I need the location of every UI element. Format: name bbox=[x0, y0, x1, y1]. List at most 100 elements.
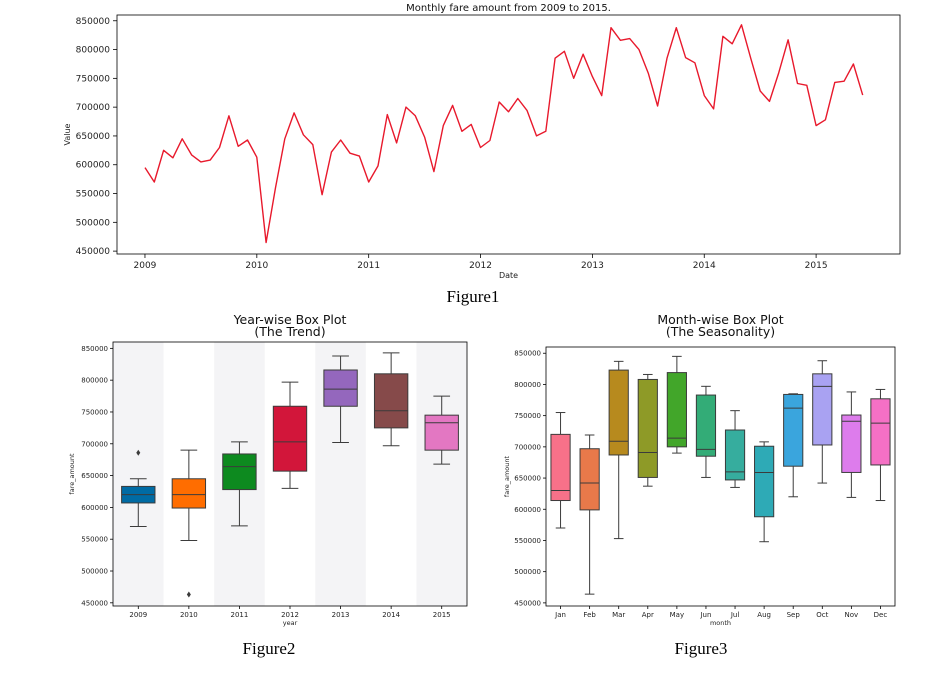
line-chart-monthly-fare: Monthly fare amount from 2009 to 2015. 45… bbox=[63, 3, 901, 306]
box-2013 bbox=[323, 355, 358, 444]
box-iqr bbox=[812, 373, 833, 446]
category-shade bbox=[113, 342, 164, 606]
chart-title-line: Year-wise Box Plot bbox=[233, 312, 347, 327]
box-Feb bbox=[579, 434, 600, 595]
box-Mar bbox=[608, 360, 629, 540]
y-tick-label: 700000 bbox=[81, 440, 108, 448]
box-iqr bbox=[323, 369, 358, 407]
x-tick-label: 2010 bbox=[245, 261, 268, 271]
y-tick-label: 500000 bbox=[514, 568, 541, 576]
x-tick-label: Aug bbox=[757, 611, 771, 619]
x-tick-label: Feb bbox=[583, 611, 596, 619]
box-Aug bbox=[754, 441, 775, 543]
x-axis-label: Date bbox=[499, 271, 518, 280]
x-axis-label: month bbox=[710, 619, 731, 627]
y-tick-label: 550000 bbox=[81, 536, 108, 544]
y-tick-label: 750000 bbox=[81, 408, 108, 416]
x-tick-label: May bbox=[670, 611, 684, 619]
box-2012 bbox=[272, 381, 308, 489]
box-iqr bbox=[373, 373, 409, 429]
y-tick-label: 750000 bbox=[514, 412, 541, 420]
y-axis-label: fare_amount bbox=[503, 455, 511, 497]
figure-caption: Figure1 bbox=[447, 287, 500, 306]
box-Jan bbox=[550, 412, 571, 529]
figure-caption: Figure2 bbox=[243, 639, 296, 658]
y-tick-label: 800000 bbox=[76, 46, 111, 56]
box-iqr bbox=[550, 433, 571, 502]
box-2010 bbox=[171, 449, 207, 598]
y-tick-label: 700000 bbox=[76, 103, 111, 113]
box-2014 bbox=[373, 352, 409, 447]
y-tick-label: 650000 bbox=[81, 472, 108, 480]
x-tick-label: Mar bbox=[612, 611, 625, 619]
y-tick-label: 600000 bbox=[76, 161, 111, 171]
x-tick-label: 2013 bbox=[581, 261, 604, 271]
y-tick-label: 650000 bbox=[514, 475, 541, 483]
y-tick-label: 450000 bbox=[76, 247, 111, 257]
outlier-point bbox=[136, 449, 141, 456]
y-axis-label: Value bbox=[63, 123, 72, 145]
x-axis-label: year bbox=[283, 619, 298, 627]
y-tick-label: 800000 bbox=[81, 377, 108, 385]
plot-frame bbox=[545, 346, 896, 607]
box-iqr bbox=[579, 448, 600, 511]
box-iqr bbox=[171, 478, 207, 509]
x-tick-label: Jan bbox=[554, 611, 566, 619]
box-iqr bbox=[666, 372, 687, 448]
box-iqr bbox=[841, 414, 862, 473]
box-Jul bbox=[724, 410, 746, 488]
y-tick-label: 700000 bbox=[514, 443, 541, 451]
y-tick-label: 800000 bbox=[514, 381, 541, 389]
y-tick-label: 650000 bbox=[76, 132, 111, 142]
box-2011 bbox=[222, 441, 257, 527]
box-May bbox=[666, 355, 687, 454]
box-Oct bbox=[812, 360, 833, 484]
outlier-point bbox=[186, 591, 191, 598]
box-Apr bbox=[637, 373, 658, 487]
x-tick-label: 2009 bbox=[134, 261, 157, 271]
y-tick-label: 550000 bbox=[76, 190, 111, 200]
x-tick-label: 2015 bbox=[433, 611, 451, 619]
x-tick-label: 2012 bbox=[281, 611, 299, 619]
x-tick-label: 2014 bbox=[693, 261, 716, 271]
x-tick-label: Jul bbox=[730, 611, 740, 619]
y-tick-label: 450000 bbox=[81, 599, 108, 607]
y-tick-label: 600000 bbox=[514, 506, 541, 514]
figure-caption: Figure3 bbox=[675, 639, 728, 658]
chart-title-line: (The Seasonality) bbox=[666, 324, 775, 339]
box-Sep bbox=[783, 393, 804, 498]
x-tick-label: 2013 bbox=[332, 611, 350, 619]
y-tick-label: 850000 bbox=[76, 17, 111, 27]
box-plot-month-wise: Month-wise Box Plot(The Seasonality) Jan F… bbox=[503, 312, 896, 658]
box-2015 bbox=[424, 395, 459, 465]
y-tick-label: 750000 bbox=[76, 74, 111, 84]
chart-title-line: (The Trend) bbox=[254, 324, 325, 339]
box-iqr bbox=[222, 453, 257, 491]
x-tick-label: 2010 bbox=[180, 611, 198, 619]
box-iqr bbox=[637, 378, 658, 478]
chart-title-line: Month-wise Box Plot bbox=[657, 312, 783, 327]
x-tick-label: 2011 bbox=[231, 611, 249, 619]
y-tick-label: 550000 bbox=[514, 537, 541, 545]
y-tick-label: 500000 bbox=[81, 568, 108, 576]
box-iqr bbox=[272, 405, 308, 472]
x-tick-label: Dec bbox=[874, 611, 888, 619]
x-tick-label: 2011 bbox=[357, 261, 380, 271]
box-iqr bbox=[754, 445, 775, 518]
box-iqr bbox=[695, 394, 717, 457]
x-tick-label: Jun bbox=[699, 611, 711, 619]
x-tick-label: 2014 bbox=[382, 611, 400, 619]
x-tick-label: Sep bbox=[787, 611, 801, 619]
box-iqr bbox=[870, 398, 891, 466]
fare-series-line bbox=[144, 24, 864, 244]
box-iqr bbox=[783, 393, 804, 467]
box-2009 bbox=[121, 449, 156, 527]
y-tick-label: 850000 bbox=[514, 350, 541, 358]
x-tick-label: 2009 bbox=[129, 611, 147, 619]
y-tick-label: 600000 bbox=[81, 504, 108, 512]
box-Jun bbox=[695, 385, 717, 478]
x-tick-label: 2012 bbox=[469, 261, 492, 271]
y-tick-label: 500000 bbox=[76, 218, 111, 228]
box-iqr bbox=[424, 414, 459, 451]
x-tick-label: 2015 bbox=[805, 261, 828, 271]
